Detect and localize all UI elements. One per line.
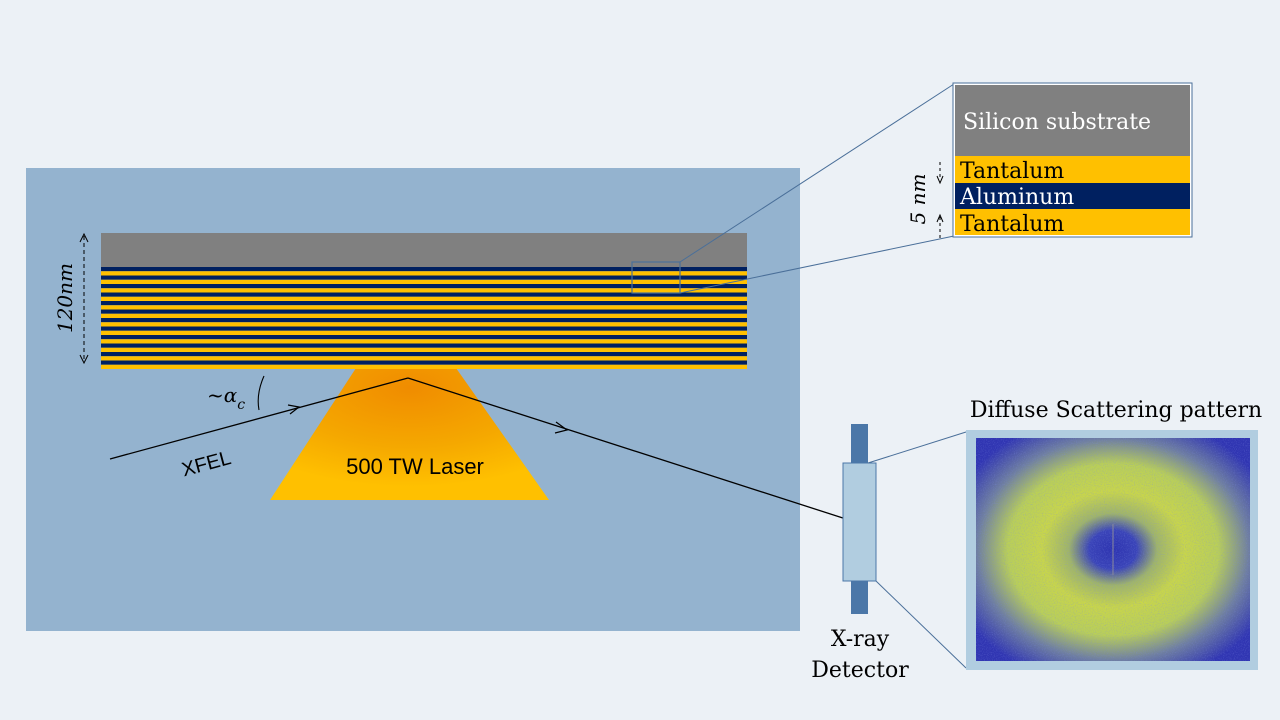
scattered-arrow-head bbox=[554, 421, 569, 434]
tantalum-layer bbox=[101, 279, 747, 284]
period-arrow-top bbox=[936, 175, 944, 185]
zoom-line-top bbox=[679, 83, 955, 263]
tantalum-layer bbox=[101, 356, 747, 361]
xfel-incident-beam bbox=[109, 377, 409, 460]
detector-label-line2: Detector bbox=[811, 658, 909, 683]
aluminum-layer bbox=[101, 318, 747, 323]
period-label: 5 nm bbox=[906, 174, 930, 225]
aluminum-layer bbox=[101, 335, 747, 340]
thickness-arrow-bottom bbox=[79, 354, 89, 365]
inset-layer-label: Tantalum bbox=[960, 212, 1064, 237]
xfel-scattered-beam bbox=[407, 377, 847, 520]
laser-label: 500 TW Laser bbox=[346, 454, 484, 479]
inset-layer-label: Tantalum bbox=[960, 159, 1064, 184]
tantalum-layer bbox=[101, 364, 747, 369]
pattern-connector-top bbox=[867, 431, 967, 464]
thickness-label: 120nm bbox=[53, 263, 77, 333]
aluminum-layer bbox=[101, 275, 747, 280]
angle-arc bbox=[257, 375, 265, 411]
inset-layer-label: Aluminum bbox=[959, 185, 1074, 210]
zoom-line-bottom bbox=[679, 235, 955, 294]
inset-layer-tantalum-top bbox=[955, 156, 1190, 183]
aluminum-layer bbox=[101, 309, 747, 314]
aluminum-layer bbox=[101, 352, 747, 357]
incident-arrow-head bbox=[287, 404, 301, 415]
tantalum-layer bbox=[101, 271, 747, 276]
tantalum-layer bbox=[101, 288, 747, 293]
tantalum-layer bbox=[101, 347, 747, 352]
aluminum-layer bbox=[101, 292, 747, 297]
tantalum-layer bbox=[101, 322, 747, 327]
tantalum-layer bbox=[101, 339, 747, 344]
detector-label-line1: X-ray bbox=[831, 627, 890, 652]
pattern-connector-bottom bbox=[875, 580, 967, 669]
detector-body bbox=[842, 462, 877, 582]
angle-symbol: ~α bbox=[207, 383, 238, 407]
inset-layer-aluminum bbox=[955, 183, 1190, 209]
angle-label: ~αc bbox=[207, 383, 245, 413]
inset-substrate-label: Silicon substrate bbox=[963, 110, 1151, 135]
period-arrow-bottom bbox=[936, 213, 944, 223]
aluminum-layer bbox=[101, 284, 747, 289]
inset-layer-tantalum-bottom bbox=[955, 209, 1190, 235]
inset-substrate bbox=[955, 85, 1190, 156]
aluminum-layer bbox=[101, 301, 747, 306]
multilayer-stack bbox=[101, 267, 747, 369]
tantalum-layer bbox=[101, 305, 747, 310]
tantalum-layer bbox=[101, 330, 747, 335]
thickness-arrow-top bbox=[79, 232, 89, 243]
silicon-substrate bbox=[101, 233, 747, 267]
tantalum-layer bbox=[101, 313, 747, 318]
aluminum-layer bbox=[101, 343, 747, 348]
tantalum-layer bbox=[101, 296, 747, 301]
zoom-region-box bbox=[631, 261, 681, 294]
pattern-title: Diffuse Scattering pattern bbox=[970, 398, 1262, 423]
aluminum-layer bbox=[101, 360, 747, 365]
angle-subscript: c bbox=[237, 397, 245, 413]
aluminum-layer bbox=[101, 326, 747, 331]
aluminum-layer bbox=[101, 267, 747, 272]
